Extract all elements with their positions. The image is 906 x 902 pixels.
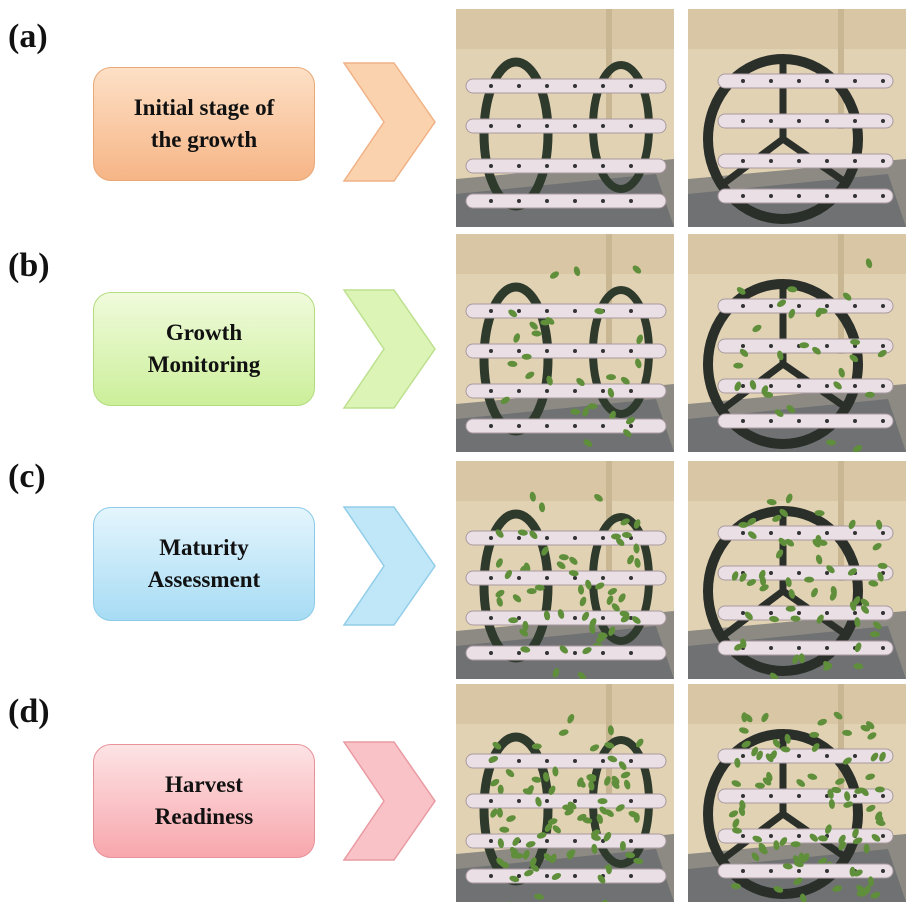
stage-text-line2: Readiness: [154, 804, 254, 829]
stage-text-line2: Monitoring: [147, 352, 261, 377]
photo-a-left: [456, 9, 674, 227]
photo-b-left: [456, 234, 674, 452]
chevron-right-icon: [342, 289, 436, 409]
stage-text-line1: Initial stage of: [133, 94, 275, 120]
stage-text-line1: Growth: [165, 319, 243, 345]
photo-c-right: [688, 461, 906, 679]
row-label-a: (a): [8, 18, 48, 55]
chevron-right-icon: [342, 741, 436, 861]
photo-c-left: [456, 461, 674, 679]
photo-a-right: [688, 9, 906, 227]
row-label-c: (c): [8, 458, 46, 495]
photo-d-left: [456, 684, 674, 902]
photo-d-right: [688, 684, 906, 902]
stage-box-initial-growth: Initial stage of the growth: [93, 67, 315, 181]
row-label-d: (d): [8, 693, 50, 730]
chevron-right-icon: [342, 506, 436, 626]
stage-text-line2: the growth: [150, 127, 258, 152]
row-label-b: (b): [8, 247, 50, 284]
stage-text-line1: Harvest: [165, 771, 243, 797]
stage-box-growth-monitoring: Growth Monitoring: [93, 292, 315, 406]
photo-b-right: [688, 234, 906, 452]
chevron-right-icon: [342, 62, 436, 182]
stage-text-line2: Assessment: [147, 567, 261, 592]
stage-text-line1: Maturity: [159, 534, 249, 560]
stage-box-maturity-assessment: Maturity Assessment: [93, 507, 315, 621]
stage-box-harvest-readiness: Harvest Readiness: [93, 744, 315, 858]
